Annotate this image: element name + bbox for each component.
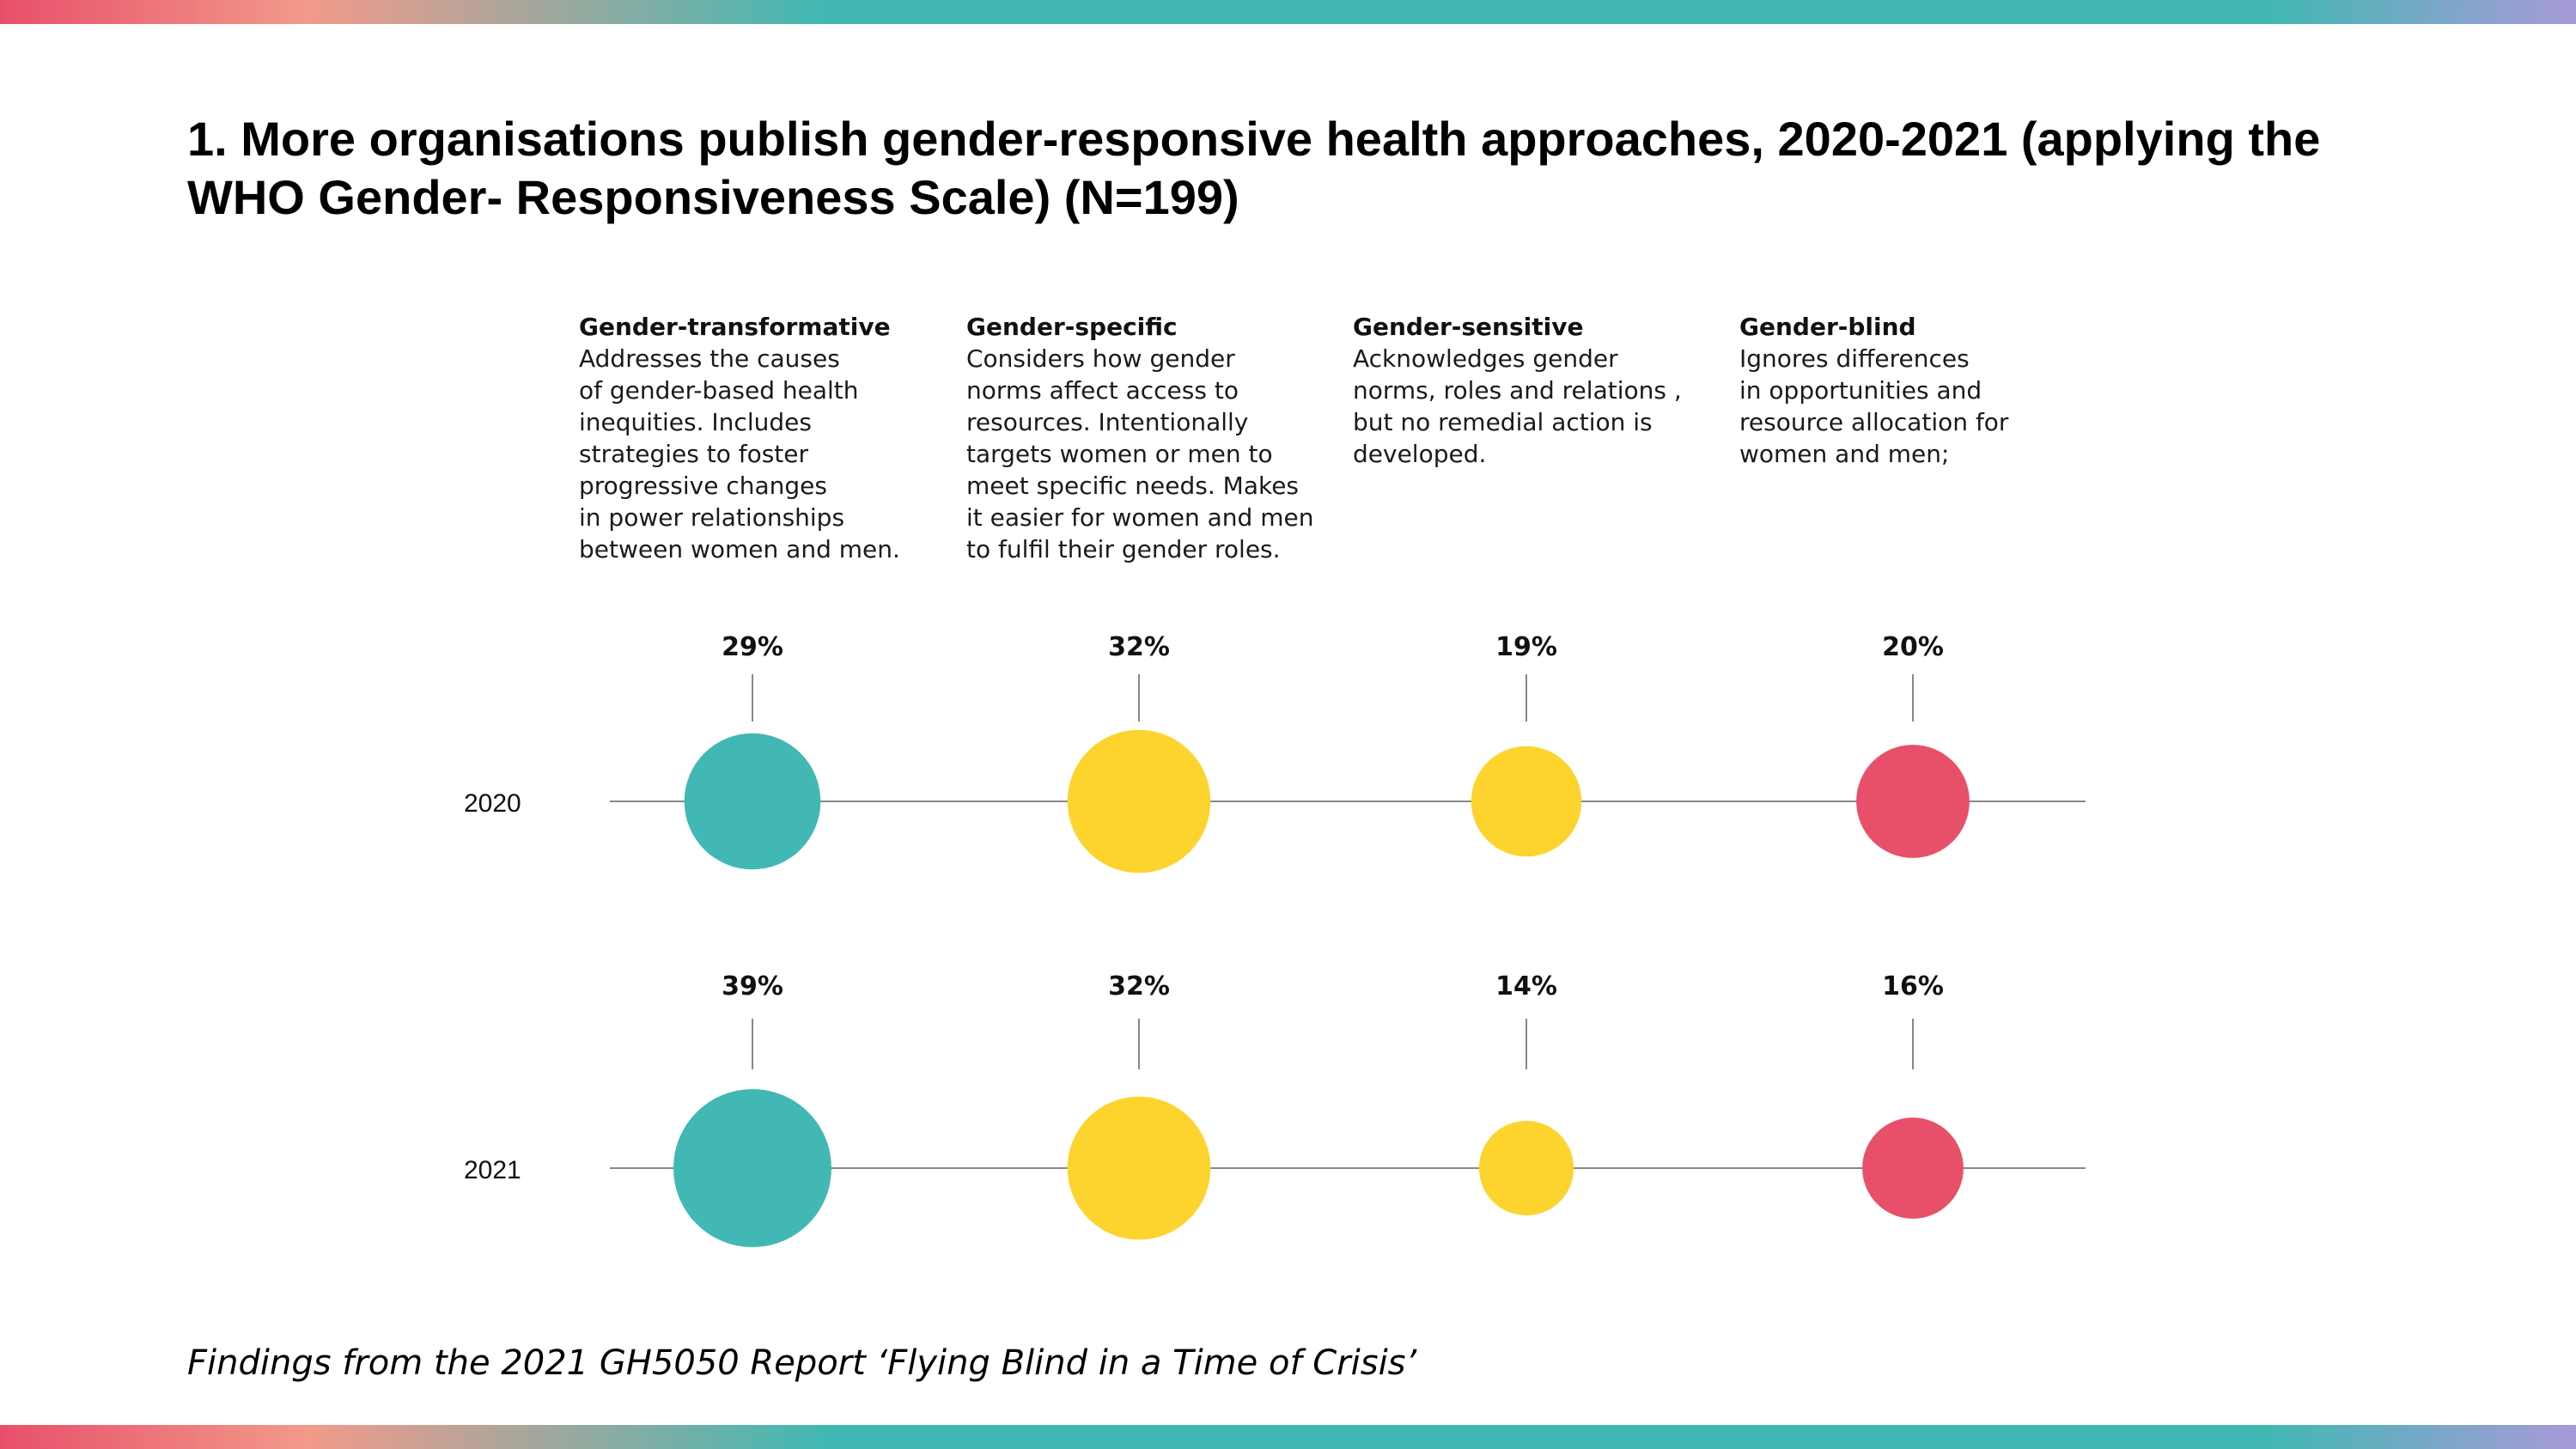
category-text: Addresses the causes of gender-based hea… (579, 344, 900, 563)
category-text: Considers how gender norms affect access… (966, 344, 1314, 563)
bubble-2021-gender-transformative (673, 1089, 831, 1247)
row-label: 2021 (464, 1156, 521, 1184)
category-description-gender-blind: Gender-blind Ignores differences in oppo… (1739, 312, 2100, 470)
bubble-2020-gender-transformative (684, 733, 821, 870)
data-label: 39% (722, 971, 783, 1002)
data-label: 32% (1108, 632, 1170, 662)
category-name: Gender-sensitive (1353, 313, 1584, 341)
category-name: Gender-transformative (579, 313, 891, 341)
bottom-gradient-stripe (0, 1425, 2576, 1449)
category-description-gender-transformative: Gender-transformative Addresses the caus… (579, 312, 940, 565)
data-label: 19% (1495, 632, 1557, 662)
category-name: Gender-specific (966, 313, 1178, 341)
category-text: Ignores differences in opportunities and… (1739, 344, 2009, 468)
data-label: 16% (1882, 971, 1944, 1002)
source-footnote: Findings from the 2021 GH5050 Report ‘Fl… (187, 1343, 1417, 1383)
data-label: 32% (1108, 971, 1170, 1002)
data-label: 20% (1882, 632, 1944, 662)
bubble-2020-gender-blind (1856, 745, 1970, 858)
top-gradient-stripe (0, 0, 2576, 24)
bubble-2021-gender-specific (1067, 1096, 1211, 1240)
category-text: Acknowledges gender norms, roles and rel… (1353, 344, 1682, 468)
category-name: Gender-blind (1739, 313, 1916, 341)
data-label: 14% (1495, 971, 1557, 1002)
bubble-2021-gender-blind (1862, 1117, 1964, 1219)
bubble-2021-gender-sensitive (1478, 1120, 1574, 1216)
category-description-gender-specific: Gender-specific Considers how gender nor… (966, 312, 1327, 565)
bubble-2020-gender-specific (1067, 729, 1211, 874)
category-description-gender-sensitive: Gender-sensitive Acknowledges gender nor… (1353, 312, 1714, 470)
data-label: 29% (722, 632, 783, 662)
row-label: 2020 (464, 789, 521, 818)
bubble-2020-gender-sensitive (1471, 746, 1582, 857)
chart-title: 1. More organisations publish gender-res… (187, 112, 2321, 224)
